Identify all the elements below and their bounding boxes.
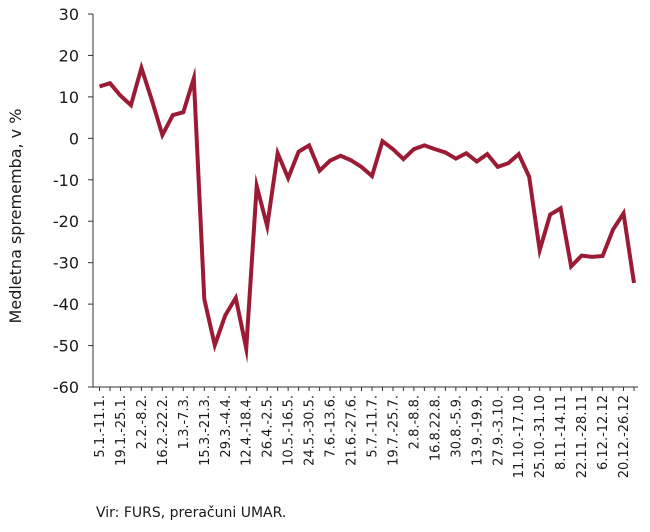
y-tick-label: 30 xyxy=(59,5,79,24)
x-tick-label: 5.7.-11.7. xyxy=(365,395,380,458)
x-tick-label: 2.2.-8.2. xyxy=(135,395,150,449)
x-tick-label: 20.12.-26.12 xyxy=(617,395,632,478)
x-tick-label: 19.1.-25.1. xyxy=(114,395,129,466)
y-tick-label: 20 xyxy=(59,46,79,65)
x-axis-tick-labels: 5.1.-11.1. 19.1.-25.1. 2.2.-8.2. 16.2.-22.2… xyxy=(93,395,632,478)
y-tick-label: -20 xyxy=(53,212,79,231)
y-tick-label: -30 xyxy=(53,254,79,273)
y-tick-label: 10 xyxy=(59,88,79,107)
y-tick-label: -40 xyxy=(53,295,79,314)
x-tick-label: 10.5.-16.5. xyxy=(282,395,297,466)
x-tick-label: 1.3.-7.3. xyxy=(177,395,192,449)
x-tick-label: 24.5.-30.5. xyxy=(303,395,318,466)
x-tick-label: 15.3.-21.3. xyxy=(198,395,213,466)
x-tick-label: 27.9.-3.10. xyxy=(491,395,506,466)
x-tick-label: 8.11.-14.11 xyxy=(554,395,569,470)
series-layer xyxy=(98,60,636,364)
y-tick-label: -10 xyxy=(53,171,79,190)
y-tick-label: -50 xyxy=(53,337,79,356)
y-axis-tick-labels: 30 20 10 0 -10 -20 -30 -40 -50 -60 xyxy=(53,5,79,397)
source-note: Vir: FURS, preračuni UMAR. xyxy=(96,505,287,521)
x-tick-label: 16.8.22.8. xyxy=(428,395,443,461)
series-line xyxy=(98,60,636,364)
x-tick-label: 25.10.-31.10 xyxy=(533,395,548,478)
x-tick-label: 12.4.-18.4. xyxy=(240,395,255,466)
x-tick-label: 5.1.-11.1. xyxy=(93,395,108,458)
x-tick-label: 21.6.-27.6. xyxy=(345,395,360,466)
x-tick-label: 7.6.-13.6. xyxy=(324,395,339,458)
x-tick-label: 19.7.-25.7. xyxy=(386,395,401,466)
y-axis-label: Medletna sprememba, v % xyxy=(6,109,25,324)
x-tick-label: 11.10.-17.10 xyxy=(512,395,527,478)
x-tick-label: 30.8.-5.9. xyxy=(449,395,464,458)
axes xyxy=(88,13,638,391)
x-tick-label: 6.12.-12.12 xyxy=(596,395,611,470)
x-tick-label: 13.9.-19.9. xyxy=(470,395,485,466)
x-tick-label: 2.8.-8.8. xyxy=(407,395,422,449)
x-tick-label: 16.2.-22.2. xyxy=(156,395,171,466)
y-tick-label: -60 xyxy=(53,378,79,397)
x-tick-label: 29.3.-4.4. xyxy=(219,395,234,458)
x-tick-label: 26.4.-2.5. xyxy=(261,395,276,458)
x-tick-label: 22.11.-28.11 xyxy=(575,395,590,478)
y-tick-label: 0 xyxy=(69,129,79,148)
